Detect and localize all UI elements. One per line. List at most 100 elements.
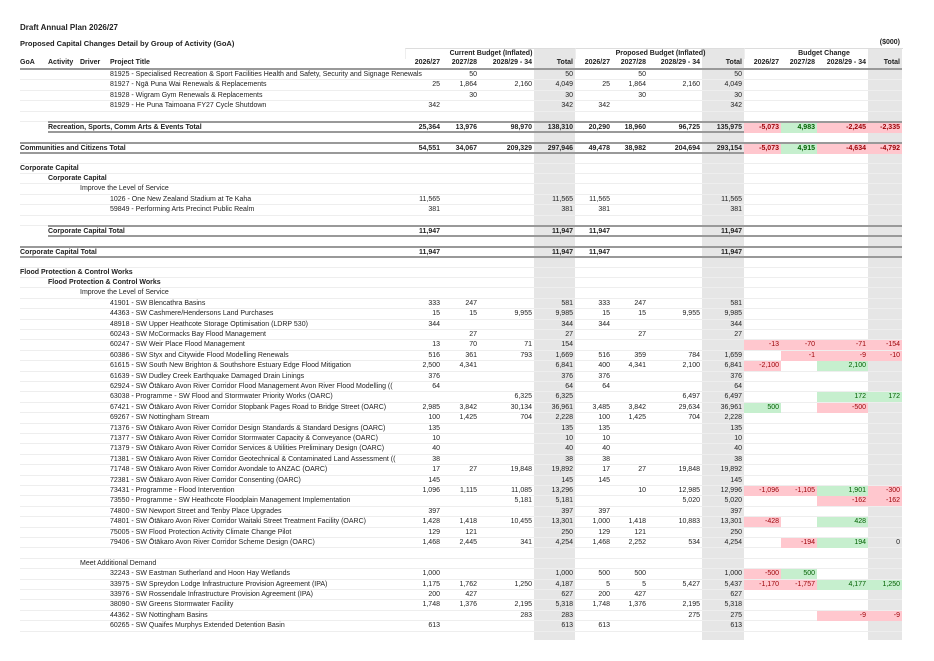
chg-value-total (868, 413, 902, 423)
prop-value-2027-28 (612, 205, 648, 215)
prop-value-2026-27: 129 (598, 528, 610, 536)
cur-value-2028-34 (479, 569, 534, 579)
prop-value-2026-27: 376 (598, 372, 610, 380)
chg-value-total (868, 80, 902, 90)
chg-value-2028-34: -9 (817, 610, 868, 621)
prop-value-total: 10 (734, 435, 742, 442)
total-row: Corporate Capital Total 11,947 11,947 11,94… (20, 245, 902, 258)
prop-value-2028-34: 10,883 (678, 518, 700, 526)
chg-value-2026-27: -1,170 (744, 579, 781, 590)
chg-value-2026-27 (744, 320, 781, 330)
table-row: 60247 - SW Weir Place Flood Management 13… (20, 340, 902, 351)
prop-value-2026-27 (575, 611, 612, 621)
prop-value-total: 250 (730, 528, 742, 536)
prop-value-2027-28: 2,252 (628, 539, 646, 546)
chg-value-total: -154 (868, 340, 902, 351)
table-row: 71376 - SW Ōtākaro Avon River Corridor D… (20, 424, 902, 434)
cur-value-2026-27: 11,947 (418, 228, 440, 235)
cur-value-total: 40 (565, 445, 573, 453)
prop-value-total: 4,254 (724, 539, 742, 546)
prop-value-total: 11,947 (720, 248, 742, 256)
chg-value-2027-28 (781, 600, 817, 610)
project-title: 74800 - SW Newport Street and Tenby Plac… (110, 507, 282, 515)
chg-value-2026-27 (744, 299, 781, 309)
project-title: 41901 - SW Blencathra Basins (110, 299, 206, 307)
chg-value-total (868, 70, 902, 80)
cur-value-total: 5,181 (555, 497, 573, 505)
table-row: 71748 - SW Ōtākaro Avon River Corridor A… (20, 465, 902, 476)
cur-value-total: 376 (561, 372, 573, 380)
cur-value-2027-28: 3,842 (459, 403, 477, 411)
chg-value-total: 0 (896, 539, 900, 546)
section-heading: Corporate Capital (48, 175, 107, 182)
cur-value-2026-27: 1,096 (422, 487, 440, 494)
prop-value-2027-28: 1,418 (628, 518, 646, 526)
cur-value-2026-27: 1,428 (422, 518, 440, 526)
section-heading: Flood Protection & Control Works (20, 268, 133, 276)
chg-value-2026-27 (744, 70, 781, 80)
prop-value-2027-28 (612, 611, 648, 621)
chg-value-total (868, 330, 902, 340)
prop-value-2028-34 (648, 476, 702, 486)
cur-value-2027-28: 30 (469, 91, 477, 99)
prop-value-2028-34 (648, 590, 702, 600)
cur-value-2028-34 (479, 195, 534, 205)
prop-value-2026-27: 25 (602, 81, 610, 89)
chg-value-2026-27 (744, 590, 781, 600)
table-row: 48918 - SW Upper Heathcote Storage Optim… (20, 320, 902, 330)
chg-value-2026-27 (744, 611, 781, 621)
chg-value-2027-28 (781, 444, 817, 454)
chg-value-2028-34: 4,177 (817, 579, 868, 590)
cur-value-2028-34: 9,955 (514, 310, 532, 318)
chg-value-2027-28 (781, 382, 817, 392)
prop-value-2028-34 (648, 91, 702, 101)
section-heading: Flood Protection & Control Works (48, 279, 161, 286)
prop-value-2028-34 (648, 70, 702, 80)
chg-value-2028-34 (817, 320, 868, 330)
prop-value-total (702, 340, 744, 350)
prop-value-2026-27: 1,000 (592, 518, 610, 526)
cur-value-total: 6,841 (555, 362, 573, 370)
table-row: 71379 - SW Ōtākaro Avon River Corridor S… (20, 444, 902, 455)
cur-value-2027-28: 15 (469, 310, 477, 318)
chg-value-2026-27 (744, 101, 781, 111)
prop-value-2027-28: 15 (638, 310, 646, 318)
project-title: 73550 - Programme - SW Heathcote Floodpl… (110, 497, 351, 505)
cur-value-2026-27: 15 (432, 310, 440, 318)
section-heading: Meet Additional Demand (80, 559, 157, 567)
chg-value-2028-34 (817, 434, 868, 444)
project-title: 44363 - SW Cashmere/Hendersons Land Purc… (110, 310, 274, 318)
prop-value-2026-27: 1,468 (592, 539, 610, 546)
prop-value-2026-27: 64 (602, 383, 610, 390)
chg-value-total (868, 195, 902, 205)
chg-value-total (868, 205, 902, 215)
prop-value-2028-34 (648, 424, 702, 434)
prop-value-2027-28 (612, 455, 648, 465)
cur-value-2026-27: 397 (428, 507, 440, 515)
prop-value-total: 344 (730, 320, 742, 328)
cur-value-2026-27: 11,947 (418, 248, 440, 256)
prop-value-2027-28: 1,864 (628, 81, 646, 89)
cur-value-2028-34 (479, 372, 534, 382)
chg-value-2028-34: -9 (817, 350, 868, 361)
prop-value-2026-27 (575, 91, 612, 101)
cur-value-2027-28: 361 (465, 351, 477, 359)
chg-value-2028-34 (817, 528, 868, 538)
prop-value-2026-27: 145 (598, 476, 610, 484)
col-header-activity: Activity (48, 59, 74, 66)
chg-value-2028-34 (817, 600, 868, 610)
chg-value-2026-27 (744, 330, 781, 340)
prop-value-2027-28: 1,376 (628, 601, 646, 609)
project-title: 71379 - SW Ōtākaro Avon River Corridor S… (110, 445, 385, 453)
prop-value-total: 135 (730, 424, 742, 432)
table-row: 79406 - SW Ōtākaro Avon River Corridor S… (20, 538, 902, 549)
table-row: 44363 - SW Cashmere/Hendersons Land Purc… (20, 309, 902, 320)
chg-value-2027-28 (781, 496, 817, 506)
cur-value-total: 13,301 (551, 518, 573, 526)
chg-value-total (868, 299, 902, 309)
prop-value-2027-28 (612, 101, 648, 111)
prop-value-2028-34 (648, 101, 702, 111)
table-row: 62924 - SW Ōtākaro Avon River Corridor F… (20, 382, 902, 393)
chg-value-2027-28 (781, 517, 817, 527)
chg-value-2026-27 (744, 621, 781, 631)
